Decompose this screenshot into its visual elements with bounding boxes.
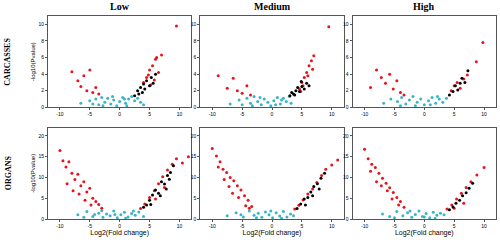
svg-text:0: 0 (271, 111, 274, 117)
svg-text:Low: Low (110, 1, 130, 12)
svg-text:0: 0 (118, 223, 121, 229)
svg-text:8: 8 (346, 38, 349, 44)
svg-text:10: 10 (481, 111, 487, 117)
svg-text:2: 2 (41, 87, 44, 93)
svg-text:10: 10 (343, 174, 349, 180)
svg-text:8: 8 (41, 38, 44, 44)
svg-text:-10: -10 (361, 223, 368, 229)
svg-text:4: 4 (346, 71, 349, 77)
svg-text:5: 5 (300, 223, 303, 229)
svg-text:-10: -10 (361, 111, 368, 117)
svg-text:8: 8 (194, 38, 197, 44)
svg-text:-5: -5 (88, 223, 93, 229)
svg-text:20: 20 (343, 133, 349, 139)
svg-text:5: 5 (194, 195, 197, 201)
svg-text:High: High (413, 1, 435, 12)
svg-text:2: 2 (194, 87, 197, 93)
svg-text:0: 0 (41, 216, 44, 222)
svg-text:-5: -5 (392, 223, 397, 229)
svg-text:4: 4 (194, 71, 197, 77)
svg-text:10: 10 (38, 174, 44, 180)
svg-text:Medium: Medium (254, 1, 291, 12)
svg-text:-5: -5 (88, 111, 93, 117)
svg-text:10: 10 (177, 111, 183, 117)
svg-text:5: 5 (148, 223, 151, 229)
svg-text:5: 5 (148, 111, 151, 117)
svg-text:6: 6 (194, 54, 197, 60)
svg-text:6: 6 (346, 54, 349, 60)
svg-text:15: 15 (191, 153, 197, 159)
svg-text:-log10(Pvalue): -log10(Pvalue) (30, 42, 36, 81)
svg-text:5: 5 (300, 111, 303, 117)
svg-text:-5: -5 (392, 111, 397, 117)
svg-text:5: 5 (453, 111, 456, 117)
svg-text:15: 15 (38, 153, 44, 159)
svg-text:0: 0 (271, 223, 274, 229)
svg-text:10: 10 (191, 21, 197, 27)
svg-text:10: 10 (177, 223, 183, 229)
svg-text:0: 0 (41, 104, 44, 110)
svg-text:-10: -10 (209, 111, 216, 117)
svg-text:0: 0 (346, 216, 349, 222)
svg-text:-5: -5 (240, 223, 245, 229)
svg-text:10: 10 (481, 223, 487, 229)
svg-text:Log2(Fold change): Log2(Fold change) (243, 229, 302, 237)
svg-text:5: 5 (41, 195, 44, 201)
svg-text:6: 6 (41, 54, 44, 60)
svg-text:20: 20 (191, 133, 197, 139)
svg-text:5: 5 (453, 223, 456, 229)
svg-text:10: 10 (329, 111, 335, 117)
svg-text:ORGANS: ORGANS (4, 156, 13, 191)
svg-text:-log10(Pvalue): -log10(Pvalue) (30, 154, 36, 193)
svg-text:Log2(Fold change): Log2(Fold change) (395, 229, 454, 237)
svg-text:0: 0 (423, 111, 426, 117)
svg-text:5: 5 (346, 195, 349, 201)
svg-text:0: 0 (423, 223, 426, 229)
svg-text:15: 15 (343, 153, 349, 159)
svg-text:-10: -10 (56, 111, 63, 117)
svg-text:0: 0 (118, 111, 121, 117)
svg-text:-5: -5 (240, 111, 245, 117)
svg-text:10: 10 (343, 21, 349, 27)
svg-text:0: 0 (346, 104, 349, 110)
svg-text:CARCASSES: CARCASSES (3, 38, 12, 86)
svg-text:10: 10 (329, 223, 335, 229)
svg-text:0: 0 (194, 216, 197, 222)
svg-text:4: 4 (41, 71, 44, 77)
svg-text:0: 0 (194, 104, 197, 110)
svg-text:Log2(Fold change): Log2(Fold change) (90, 229, 149, 237)
svg-text:20: 20 (38, 133, 44, 139)
svg-text:-10: -10 (56, 223, 63, 229)
svg-text:2: 2 (346, 87, 349, 93)
svg-text:10: 10 (38, 21, 44, 27)
svg-text:10: 10 (191, 174, 197, 180)
svg-text:-10: -10 (209, 223, 216, 229)
